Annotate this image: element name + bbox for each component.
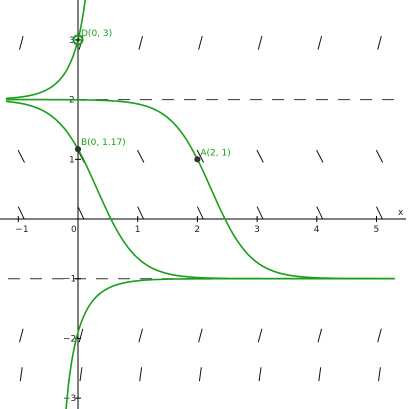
slope-segment (317, 328, 323, 343)
slope-segment (138, 35, 143, 50)
slope-segment (376, 206, 383, 220)
slope-segment (198, 35, 203, 50)
slope-segment (139, 367, 143, 382)
slope-segment (317, 35, 323, 50)
point-b-label: B(0, 1.17) (81, 138, 126, 148)
solution-curves (5, 0, 395, 409)
x-tick-label: 0 (71, 225, 77, 235)
solution-curve (65, 277, 395, 409)
slope-field (17, 35, 384, 382)
x-tick-label: 4 (314, 225, 320, 235)
point-d-marker[interactable] (72, 34, 84, 46)
x-tick-label: 1 (135, 225, 141, 235)
solution-curve (6, 0, 86, 100)
slope-segment (78, 328, 84, 343)
slope-segment (19, 367, 23, 382)
slope-segment (375, 149, 384, 163)
slope-segment (256, 149, 264, 163)
slope-segment (257, 35, 263, 50)
y-tick-label: −2 (63, 334, 76, 344)
point-d-center (76, 38, 80, 42)
slope-segment (196, 206, 204, 220)
slope-segment (316, 206, 324, 220)
x-axis-label: x (398, 208, 404, 218)
slope-segment (196, 149, 205, 163)
x-tick-label: 2 (194, 225, 200, 235)
solution-curve (6, 98, 395, 280)
slope-segment (17, 149, 25, 163)
point-b-marker[interactable] (74, 146, 82, 153)
slope-segment (256, 206, 264, 220)
y-tick-label: −3 (63, 394, 76, 404)
slope-segment (19, 35, 24, 50)
slope-segment (198, 328, 203, 343)
point-d-label: D(0, 3) (81, 29, 112, 39)
slope-segment (318, 367, 322, 382)
slope-segment (137, 149, 145, 163)
x-tick-label: 3 (254, 225, 260, 235)
x-tick-label: 5 (374, 225, 380, 235)
slope-segment (137, 206, 145, 220)
slope-segment (377, 328, 382, 343)
y-tick-label: 1 (69, 155, 75, 165)
y-tick-label: −1 (63, 275, 76, 285)
point-a-label: A(2, 1) (200, 148, 230, 158)
equilibrium-lines (8, 99, 402, 280)
slope-segment (79, 367, 83, 382)
slope-segment (198, 367, 202, 382)
solution-curve (5, 100, 395, 280)
labeled-points: A(2, 1) B(0, 1.17) D(0, 3) (72, 29, 231, 163)
y-tick-label: 3 (69, 36, 75, 46)
slope-segment (377, 35, 382, 50)
x-tick-label: −1 (15, 225, 28, 235)
slope-segment (77, 206, 85, 220)
point-a-marker[interactable] (194, 156, 201, 163)
slope-segment (17, 206, 25, 220)
slope-segment (316, 149, 324, 163)
slope-segment (378, 367, 381, 382)
slope-segment (19, 328, 24, 343)
slope-segment (257, 328, 263, 343)
slope-segment (258, 367, 262, 382)
slope-segment (138, 328, 143, 343)
